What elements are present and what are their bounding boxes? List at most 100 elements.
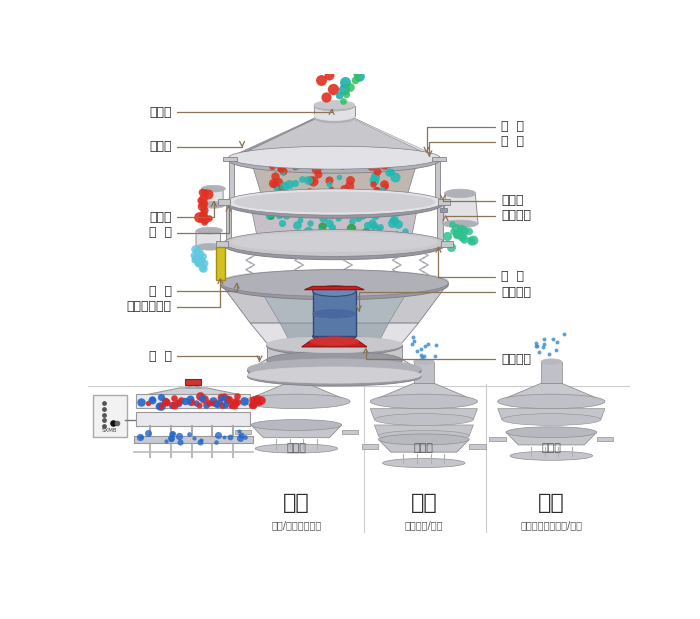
Point	[452, 229, 463, 239]
Text: 颗粒/粉末准确分级: 颗粒/粉末准确分级	[271, 520, 321, 530]
Point	[229, 396, 240, 406]
Point	[371, 12, 382, 22]
Point	[323, 156, 335, 166]
Point	[422, 339, 433, 348]
Point	[386, 218, 398, 228]
Polygon shape	[370, 409, 477, 420]
Point	[270, 183, 281, 193]
Point	[336, 208, 347, 218]
Point	[457, 233, 468, 243]
Point	[370, 171, 381, 181]
Text: 筛  盘: 筛 盘	[436, 247, 524, 284]
Ellipse shape	[220, 270, 448, 296]
Point	[538, 342, 549, 352]
Point	[383, 167, 394, 177]
Point	[190, 398, 202, 408]
Point	[201, 400, 212, 410]
Point	[135, 397, 146, 407]
Point	[191, 246, 202, 256]
Ellipse shape	[506, 426, 596, 438]
Polygon shape	[216, 241, 228, 247]
Point	[317, 214, 328, 223]
Point	[225, 399, 237, 409]
Text: 双层式: 双层式	[541, 443, 561, 454]
Polygon shape	[506, 432, 596, 445]
Point	[367, 219, 378, 228]
Point	[345, 63, 356, 73]
Point	[339, 77, 350, 87]
Polygon shape	[267, 345, 402, 360]
Polygon shape	[228, 158, 234, 204]
Point	[296, 234, 307, 244]
Point	[303, 186, 314, 196]
Point	[333, 172, 344, 182]
Ellipse shape	[442, 220, 478, 228]
Point	[262, 40, 273, 50]
Ellipse shape	[314, 100, 355, 109]
Polygon shape	[354, 119, 440, 160]
Point	[370, 184, 382, 194]
Point	[176, 394, 187, 404]
Point	[107, 418, 118, 428]
Ellipse shape	[220, 270, 448, 297]
Point	[332, 212, 344, 222]
Text: 单层式: 单层式	[286, 443, 307, 454]
Polygon shape	[438, 203, 443, 245]
Text: 网  架: 网 架	[427, 136, 524, 156]
Polygon shape	[228, 119, 440, 160]
Point	[538, 334, 550, 344]
Ellipse shape	[255, 444, 337, 453]
Text: 防尘盖: 防尘盖	[149, 141, 244, 154]
Point	[197, 209, 208, 219]
Point	[199, 394, 210, 404]
Point	[194, 437, 205, 447]
Ellipse shape	[370, 394, 477, 409]
Bar	[136, 412, 251, 426]
Ellipse shape	[502, 413, 601, 425]
Point	[309, 195, 320, 205]
Point	[312, 168, 323, 178]
Point	[386, 167, 397, 177]
Text: 束  环: 束 环	[148, 206, 231, 239]
Ellipse shape	[498, 394, 605, 409]
Polygon shape	[435, 158, 440, 204]
Point	[196, 188, 207, 197]
Bar	[541, 361, 561, 383]
Ellipse shape	[231, 233, 438, 251]
Text: 下部重锤: 下部重锤	[363, 348, 531, 366]
Point	[183, 397, 195, 407]
Polygon shape	[220, 283, 448, 323]
Point	[346, 196, 358, 206]
Point	[353, 71, 364, 80]
Point	[321, 189, 332, 199]
Point	[188, 250, 199, 260]
Point	[211, 399, 223, 409]
Text: 出料口: 出料口	[149, 201, 216, 224]
Point	[455, 225, 466, 235]
Point	[377, 184, 388, 194]
Point	[246, 400, 258, 410]
Ellipse shape	[220, 270, 448, 300]
Point	[142, 398, 153, 408]
Point	[346, 216, 358, 226]
Point	[350, 202, 361, 212]
Point	[391, 228, 402, 238]
Point	[292, 220, 303, 230]
Point	[295, 215, 306, 225]
Point	[321, 202, 332, 212]
Point	[442, 231, 453, 241]
Ellipse shape	[226, 189, 443, 219]
Ellipse shape	[224, 230, 445, 260]
Point	[302, 175, 314, 185]
Point	[155, 392, 167, 402]
Point	[291, 160, 302, 170]
Point	[314, 157, 325, 167]
Point	[466, 236, 477, 246]
Point	[408, 332, 419, 342]
Point	[368, 220, 379, 230]
Point	[328, 203, 339, 213]
Point	[202, 189, 214, 199]
Point	[276, 218, 288, 228]
Point	[286, 193, 297, 203]
Ellipse shape	[228, 147, 440, 173]
